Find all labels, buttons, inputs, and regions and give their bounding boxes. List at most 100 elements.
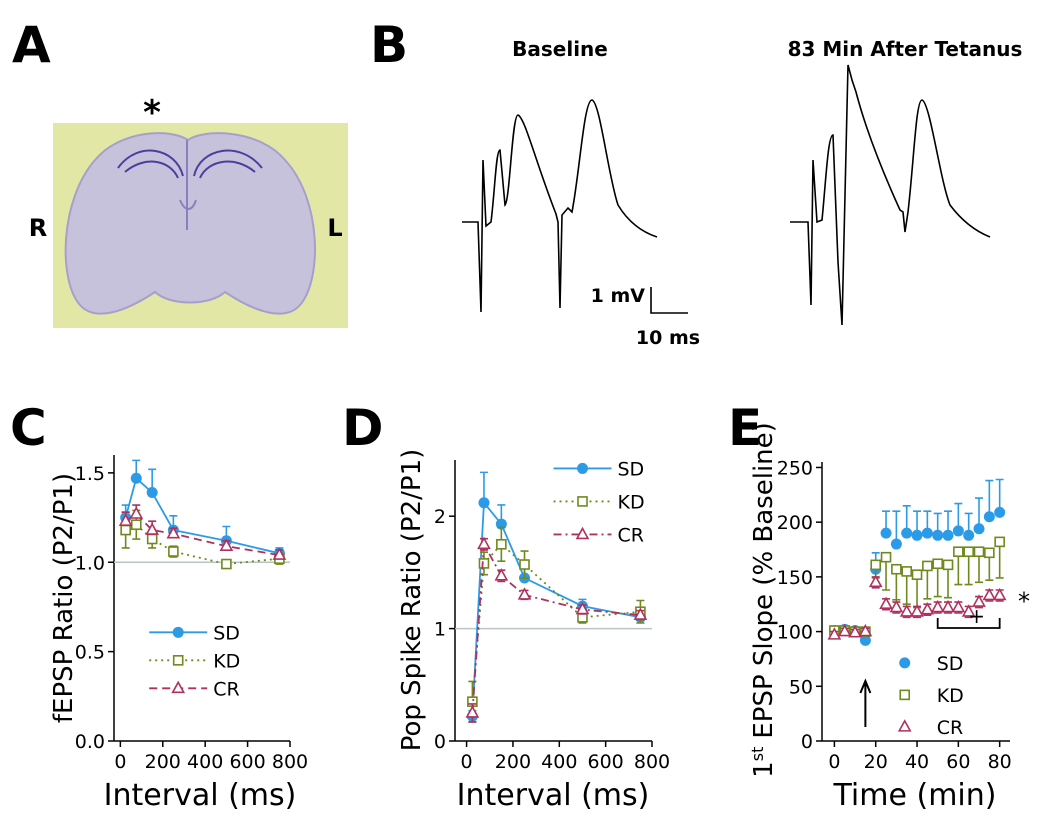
x-axis-label: Time (min)	[833, 778, 997, 813]
x-axis-label: Interval (ms)	[457, 778, 650, 813]
x-tick-label: 0	[114, 751, 126, 773]
panel-label: C	[10, 399, 47, 457]
y-tick-label: 50	[789, 676, 813, 698]
x-tick-label: 600	[229, 751, 265, 773]
data-point	[130, 519, 142, 531]
data-point	[130, 472, 142, 484]
data-point	[146, 487, 158, 499]
midline	[179, 140, 197, 230]
trace-title: 83 Min After Tetanus	[788, 37, 1023, 61]
scale-label: 1 mV	[591, 285, 646, 307]
data-point	[899, 604, 914, 617]
error-bar	[933, 563, 942, 598]
data-point	[494, 568, 509, 581]
data-point	[575, 601, 590, 615]
legend-label: SD	[618, 458, 645, 480]
data-point	[973, 523, 985, 535]
error-bar	[923, 565, 932, 600]
panel-label: D	[342, 399, 384, 457]
error-bar	[995, 541, 1004, 579]
side-label: L	[327, 214, 342, 242]
x-tick-label: 200	[145, 751, 181, 773]
data-point	[992, 587, 1007, 601]
significance-star: *	[1018, 587, 1030, 615]
data-point	[146, 533, 158, 545]
data-point	[942, 529, 954, 541]
trace-title: Baseline	[512, 37, 608, 61]
data-point	[911, 529, 923, 541]
y-tick-label: 0.5	[75, 642, 105, 664]
data-point	[983, 511, 995, 523]
x-axis-label: Interval (ms)	[104, 778, 297, 813]
data-point	[961, 604, 976, 617]
data-point	[858, 623, 873, 637]
data-point	[168, 546, 179, 557]
data-point	[952, 525, 964, 537]
y-axis-label-part: st	[748, 747, 767, 762]
significance-bracket	[936, 618, 1001, 629]
data-point	[633, 607, 648, 620]
brain-section	[64, 132, 316, 315]
x-tick-label: 40	[905, 751, 929, 773]
data-point	[941, 599, 955, 613]
x-tick-label: 0	[461, 751, 473, 773]
data-point	[496, 538, 507, 550]
error-bar	[944, 564, 953, 599]
x-tick-label: 0	[828, 751, 840, 773]
tetanus-trace	[790, 64, 991, 326]
data-point	[891, 563, 902, 575]
x-tick-label: 60	[946, 751, 970, 773]
data-point	[889, 599, 904, 613]
data-point	[932, 558, 943, 570]
x-tick-label: 600	[588, 751, 624, 773]
data-point	[982, 587, 997, 601]
data-point	[879, 596, 893, 610]
data-point	[901, 527, 913, 539]
y-tick-label: 1.0	[75, 552, 105, 574]
series-line	[471, 543, 641, 702]
y-axis-label-part: 1	[749, 761, 779, 778]
legend-marker	[172, 626, 184, 638]
data-point	[880, 551, 892, 563]
y-tick-label: 0.0	[75, 731, 105, 753]
x-tick-label: 800	[272, 751, 308, 773]
y-tick-label: 2	[434, 506, 446, 528]
y-axis-label: fEPSP Ratio (P2/P1)	[49, 473, 79, 723]
data-point	[911, 569, 923, 580]
data-point	[517, 587, 532, 600]
y-axis-label: Pop Spike Ratio (P2/P1)	[397, 449, 427, 752]
legend-marker	[897, 719, 912, 732]
scale-bar	[650, 287, 688, 314]
data-point	[963, 546, 974, 558]
bracket-label: +	[968, 604, 985, 628]
data-point	[848, 625, 862, 638]
legend-label: KD	[937, 685, 964, 707]
y-tick-label: 1.5	[75, 463, 105, 485]
x-tick-label: 200	[495, 751, 531, 773]
x-tick-label: 800	[634, 751, 670, 773]
data-point	[465, 705, 480, 718]
series-line	[125, 523, 280, 565]
data-point	[519, 559, 530, 570]
data-point	[963, 529, 975, 541]
data-point	[942, 559, 954, 571]
legend-label: SD	[213, 622, 240, 644]
legend-label: KD	[213, 650, 240, 672]
data-point	[922, 560, 933, 572]
series-line	[125, 512, 280, 556]
legend-label: CR	[618, 524, 644, 546]
y-tick-label: 100	[777, 622, 813, 644]
y-tick-label: 200	[777, 512, 813, 534]
y-tick-label: 0	[434, 731, 446, 753]
legend-marker	[577, 496, 588, 507]
legend-marker	[577, 462, 588, 474]
legend-label: CR	[213, 678, 239, 700]
data-point	[994, 536, 1005, 548]
legend-label: SD	[937, 653, 964, 675]
error-bar	[964, 551, 973, 586]
data-point	[994, 506, 1006, 518]
y-tick-label: 0	[801, 731, 813, 753]
data-point	[120, 524, 131, 536]
baseline-trace	[462, 99, 658, 313]
